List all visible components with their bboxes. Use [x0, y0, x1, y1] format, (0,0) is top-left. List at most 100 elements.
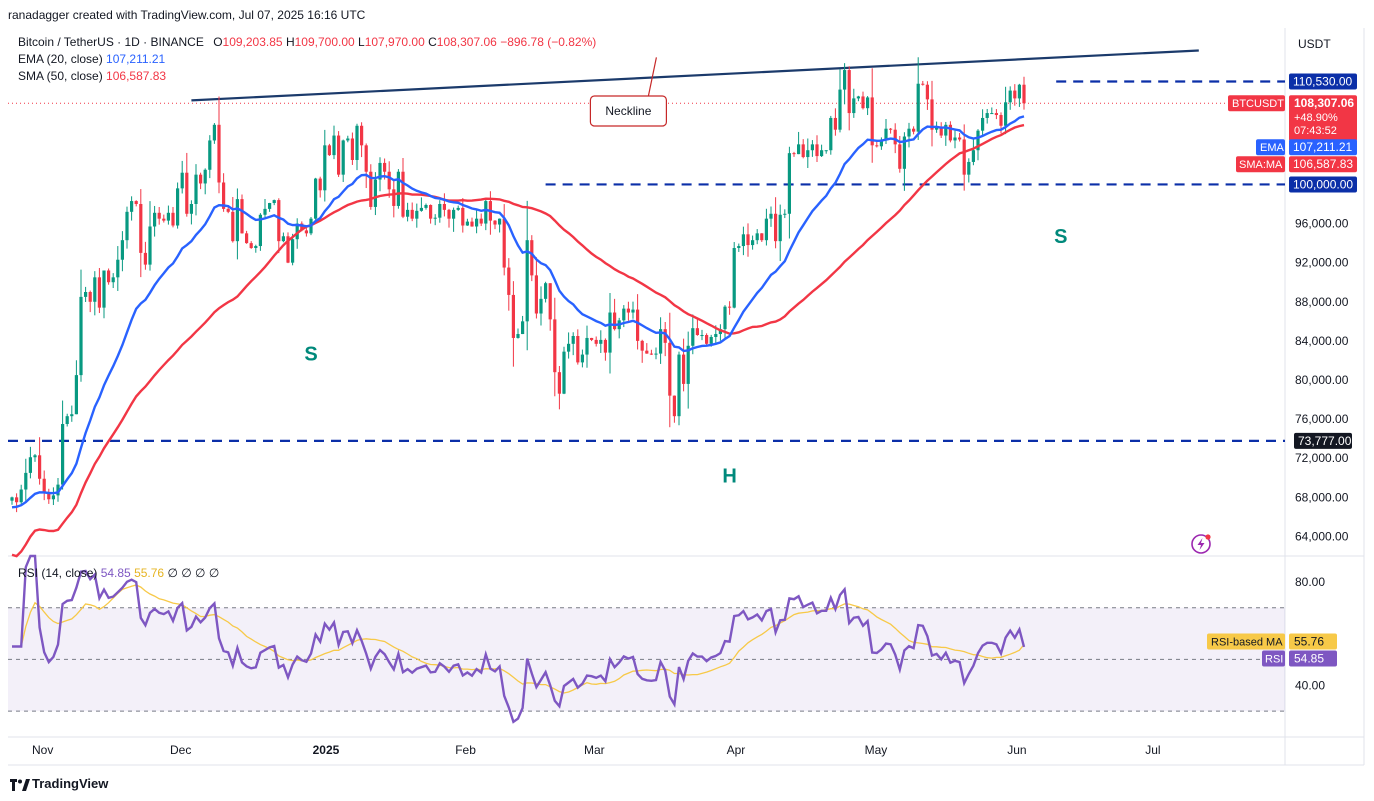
tradingview-brand[interactable]: TradingView: [10, 776, 108, 791]
symbol-legend[interactable]: Bitcoin / TetherUS · 1D · BINANCE O109,2…: [18, 35, 596, 49]
last-price-bg: [1289, 95, 1357, 142]
rsi-name-bg: [1262, 650, 1285, 667]
price-axis-ticks: 64,000.00 68,000.00 72,000.00 76,000.00 80,0…: [1295, 217, 1349, 544]
candle-body: [143, 252, 147, 265]
candle-body: [318, 178, 322, 191]
candle-body: [866, 97, 870, 109]
rsi-extra-2: ∅: [181, 566, 192, 580]
sma-legend-value: 106,587.83: [106, 69, 167, 83]
ema-legend-value: 107,211.21: [106, 52, 166, 66]
pattern-label: H: [722, 466, 736, 488]
candle-body: [24, 472, 28, 490]
candle-body: [728, 306, 732, 308]
rsi-ma-name-bg: [1207, 633, 1285, 650]
candle-body: [341, 140, 345, 175]
ohlc-high: 109,700.00: [294, 35, 355, 49]
rsi-lines: [12, 554, 1026, 724]
candle-body: [51, 495, 55, 500]
candle-body: [953, 137, 957, 141]
candle-body: [424, 204, 428, 208]
candle-body: [576, 336, 580, 363]
candle-body: [557, 372, 561, 394]
rsi-tick: 40.00: [1295, 678, 1325, 692]
candle-body: [258, 214, 262, 247]
candle-body: [392, 189, 396, 206]
pattern-label: S: [1054, 226, 1067, 248]
sma-value-tag: 106,587.83: [1293, 157, 1353, 171]
candle-body: [525, 240, 529, 322]
candle-body: [10, 497, 14, 501]
ema-legend-label: EMA (20, close): [18, 52, 103, 66]
candle-body: [286, 236, 290, 263]
candle-body: [792, 153, 796, 155]
tradingview-brand-text: TradingView: [32, 776, 109, 791]
rsi-legend[interactable]: RSI (14, close) 54.85 55.76 ∅ ∅ ∅ ∅: [18, 566, 219, 580]
candle-body: [498, 218, 502, 225]
candle-body: [705, 335, 709, 344]
candle-body: [120, 240, 124, 260]
candle-body: [1004, 102, 1008, 126]
candle-body: [107, 270, 111, 283]
ohlc-low: 107,970.00: [364, 35, 425, 49]
candle-body: [751, 240, 755, 246]
level-tag: 100,000.00: [1293, 177, 1353, 191]
ema-legend[interactable]: EMA (20, close) 107,211.21: [18, 52, 165, 66]
candle-body: [640, 340, 644, 351]
rsi-axis-labels: RSI-based MA 55.76 RSI 54.85: [1207, 633, 1337, 667]
candle-body: [314, 178, 318, 219]
candle-body: [783, 213, 787, 215]
sma-value-tag-bg: [1289, 156, 1357, 173]
level-tag-bg: [1289, 176, 1357, 193]
time-axis-ticks: Nov Dec 2025 Feb Mar Apr May Jun Jul: [32, 743, 1161, 757]
candle-body: [801, 144, 805, 158]
neckline-line: [191, 49, 1199, 102]
candle-body: [254, 246, 258, 248]
candle-body: [686, 345, 690, 384]
candle-body: [534, 275, 538, 314]
candle-body: [429, 204, 433, 219]
candle-body: [28, 457, 32, 473]
candle-body: [806, 150, 810, 158]
candle-body: [268, 203, 272, 209]
candle-body: [833, 117, 837, 130]
candle-body: [277, 200, 281, 242]
rsi-extra-3: ∅: [195, 566, 206, 580]
candle-body: [668, 342, 672, 396]
ema-name-bg: [1256, 139, 1285, 156]
candle-body: [419, 207, 423, 211]
time-tick: Dec: [170, 743, 191, 757]
candle-body: [608, 312, 612, 353]
candle-body: [88, 292, 92, 302]
candle-body: [42, 478, 46, 493]
sma-50-line: [11, 123, 1025, 558]
flash-icon[interactable]: [1191, 534, 1211, 554]
rsi-ma-legend-value: 55.76: [134, 566, 165, 580]
candle-body: [33, 455, 37, 458]
candle-body: [97, 277, 101, 308]
candle-body: [774, 213, 778, 242]
candle-body: [810, 144, 814, 151]
time-tick: 2025: [313, 743, 340, 757]
sma-legend[interactable]: SMA (50, close) 106,587.83: [18, 69, 166, 83]
candle-body: [930, 99, 934, 130]
pattern-label: S: [304, 343, 317, 365]
rsi-axis-ticks: 40.00 80.00: [1295, 575, 1325, 692]
neckline-label: Neckline: [605, 104, 651, 118]
candle-body: [157, 212, 161, 219]
candle-body: [475, 218, 479, 227]
currency-label: USDT: [1298, 37, 1331, 51]
rsi-band: [8, 607, 1285, 712]
candle-body: [226, 208, 230, 212]
candle-body: [539, 298, 543, 314]
price-axis-labels: 110,530.00 100,000.00 73,777.00 108,307.06 +…: [1228, 73, 1357, 449]
rsi-name-tag: RSI: [1265, 654, 1283, 666]
candle-body: [222, 182, 226, 209]
candle-body: [327, 145, 331, 156]
candle-body: [829, 117, 833, 151]
rsi-extra-4: ∅: [208, 566, 220, 580]
pattern-annotations: S H S: [304, 226, 1067, 488]
candle-body: [360, 125, 364, 146]
candle-body: [879, 139, 883, 147]
candle-body: [38, 455, 42, 479]
